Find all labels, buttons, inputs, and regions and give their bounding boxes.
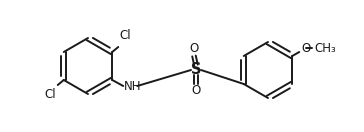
Text: Cl: Cl [119, 29, 131, 42]
Text: Cl: Cl [44, 88, 56, 101]
Text: CH₃: CH₃ [314, 41, 336, 55]
Text: O: O [189, 43, 199, 55]
Text: S: S [191, 62, 201, 77]
Text: O: O [191, 84, 201, 98]
Text: NH: NH [124, 79, 142, 93]
Text: O: O [301, 41, 310, 55]
